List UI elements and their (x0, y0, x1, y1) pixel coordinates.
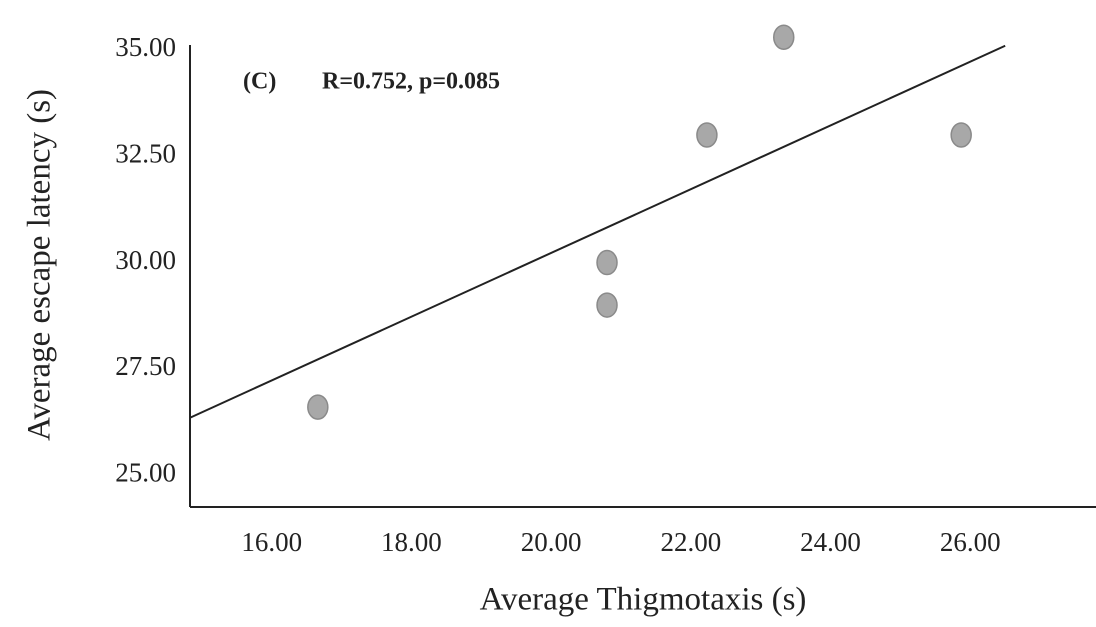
x-tick-label: 16.00 (241, 527, 302, 557)
point (596, 249, 618, 276)
annotation: R=0.752, p=0.085 (322, 69, 500, 95)
y-tick-label: 35.00 (115, 32, 176, 62)
x-tick-label: 24.00 (800, 527, 861, 557)
y-axis-label: Average escape latency (s) (22, 89, 58, 441)
x-tick-label: 20.00 (521, 527, 582, 557)
y-tick-label: 27.50 (115, 351, 176, 381)
point (773, 24, 795, 51)
y-tick-label: 30.00 (115, 245, 176, 275)
trend-line (189, 44, 1006, 419)
x-tick-label: 18.00 (381, 527, 442, 557)
y-tick-label: 25.00 (115, 457, 176, 487)
x-tick-label: 26.00 (940, 527, 1001, 557)
y-tick-label: 32.50 (115, 138, 176, 168)
annotation: (C) (243, 69, 276, 95)
point (596, 292, 618, 318)
point (307, 394, 329, 420)
point (696, 122, 718, 148)
point (950, 122, 972, 148)
x-tick-label: 22.00 (660, 527, 721, 557)
x-axis-label: Average Thigmotaxis (s) (480, 582, 807, 618)
